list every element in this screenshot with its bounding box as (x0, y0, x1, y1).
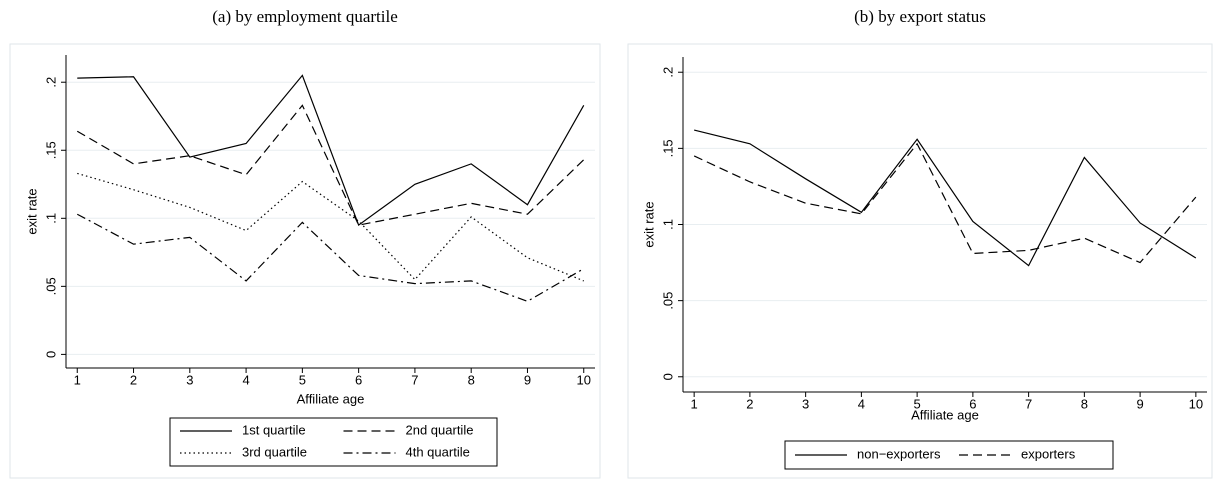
x-tick-label: 5 (914, 396, 921, 411)
x-tick-label: 1 (74, 372, 81, 387)
x-tick-label: 8 (468, 372, 475, 387)
chart-panel: (b) by export status 0 .05 .1 .15 .2 1 2 3 4 5 6 7 8 9… (627, 7, 1213, 479)
legend-label: exporters (1021, 446, 1076, 461)
legend-label: non−exporters (857, 446, 941, 461)
legend-label: 4th quartile (406, 444, 470, 459)
series-line (76, 104, 585, 226)
x-tick-label: 5 (299, 372, 306, 387)
x-axis-title: Affiliate age (297, 391, 365, 406)
x-tick-label: 9 (524, 372, 531, 387)
y-tick-label: 0 (43, 351, 58, 358)
y-axis-title: exit rate (641, 201, 656, 247)
x-tick-label: 10 (577, 372, 591, 387)
y-tick-label: .05 (43, 277, 58, 295)
x-axis-title: Affiliate age (911, 407, 979, 422)
x-tick-label: 4 (242, 372, 249, 387)
x-tick-label: 6 (355, 372, 362, 387)
x-tick-label: 1 (691, 396, 698, 411)
panel-frame (627, 43, 1213, 479)
panel-frame (9, 43, 601, 479)
legend-box (169, 417, 498, 467)
y-tick-label: .2 (43, 77, 58, 88)
y-tick-label: .15 (660, 139, 675, 157)
y-tick-label: .1 (660, 219, 675, 230)
y-tick-label: .1 (43, 213, 58, 224)
series-line (694, 129, 1197, 267)
chart-title: (b) by export status (854, 7, 986, 26)
y-tick-label: .05 (660, 292, 675, 310)
x-tick-label: 7 (411, 372, 418, 387)
x-tick-label: 3 (186, 372, 193, 387)
series-line (693, 142, 1197, 264)
x-tick-label: 7 (1025, 396, 1032, 411)
x-tick-label: 2 (746, 396, 753, 411)
x-tick-label: 9 (1136, 396, 1143, 411)
y-tick-label: .2 (660, 67, 675, 78)
legend-label: 3rd quartile (242, 444, 307, 459)
x-tick-label: 4 (858, 396, 865, 411)
series-line (77, 74, 585, 227)
x-tick-label: 6 (969, 396, 976, 411)
x-tick-label: 8 (1081, 396, 1088, 411)
y-tick-label: .15 (43, 141, 58, 159)
x-tick-label: 3 (802, 396, 809, 411)
series-line (76, 213, 585, 302)
y-tick-label: 0 (660, 373, 675, 380)
legend-label: 2nd quartile (406, 422, 474, 437)
chart-panel: (a) by employment quartile 0 .05 .1 .15 .2 1 2 3… (9, 7, 601, 479)
x-tick-label: 10 (1189, 396, 1203, 411)
chart-title: (a) by employment quartile (212, 7, 398, 26)
legend-label: 1st quartile (242, 422, 306, 437)
y-axis-title: exit rate (24, 188, 39, 234)
x-tick-label: 2 (130, 372, 137, 387)
